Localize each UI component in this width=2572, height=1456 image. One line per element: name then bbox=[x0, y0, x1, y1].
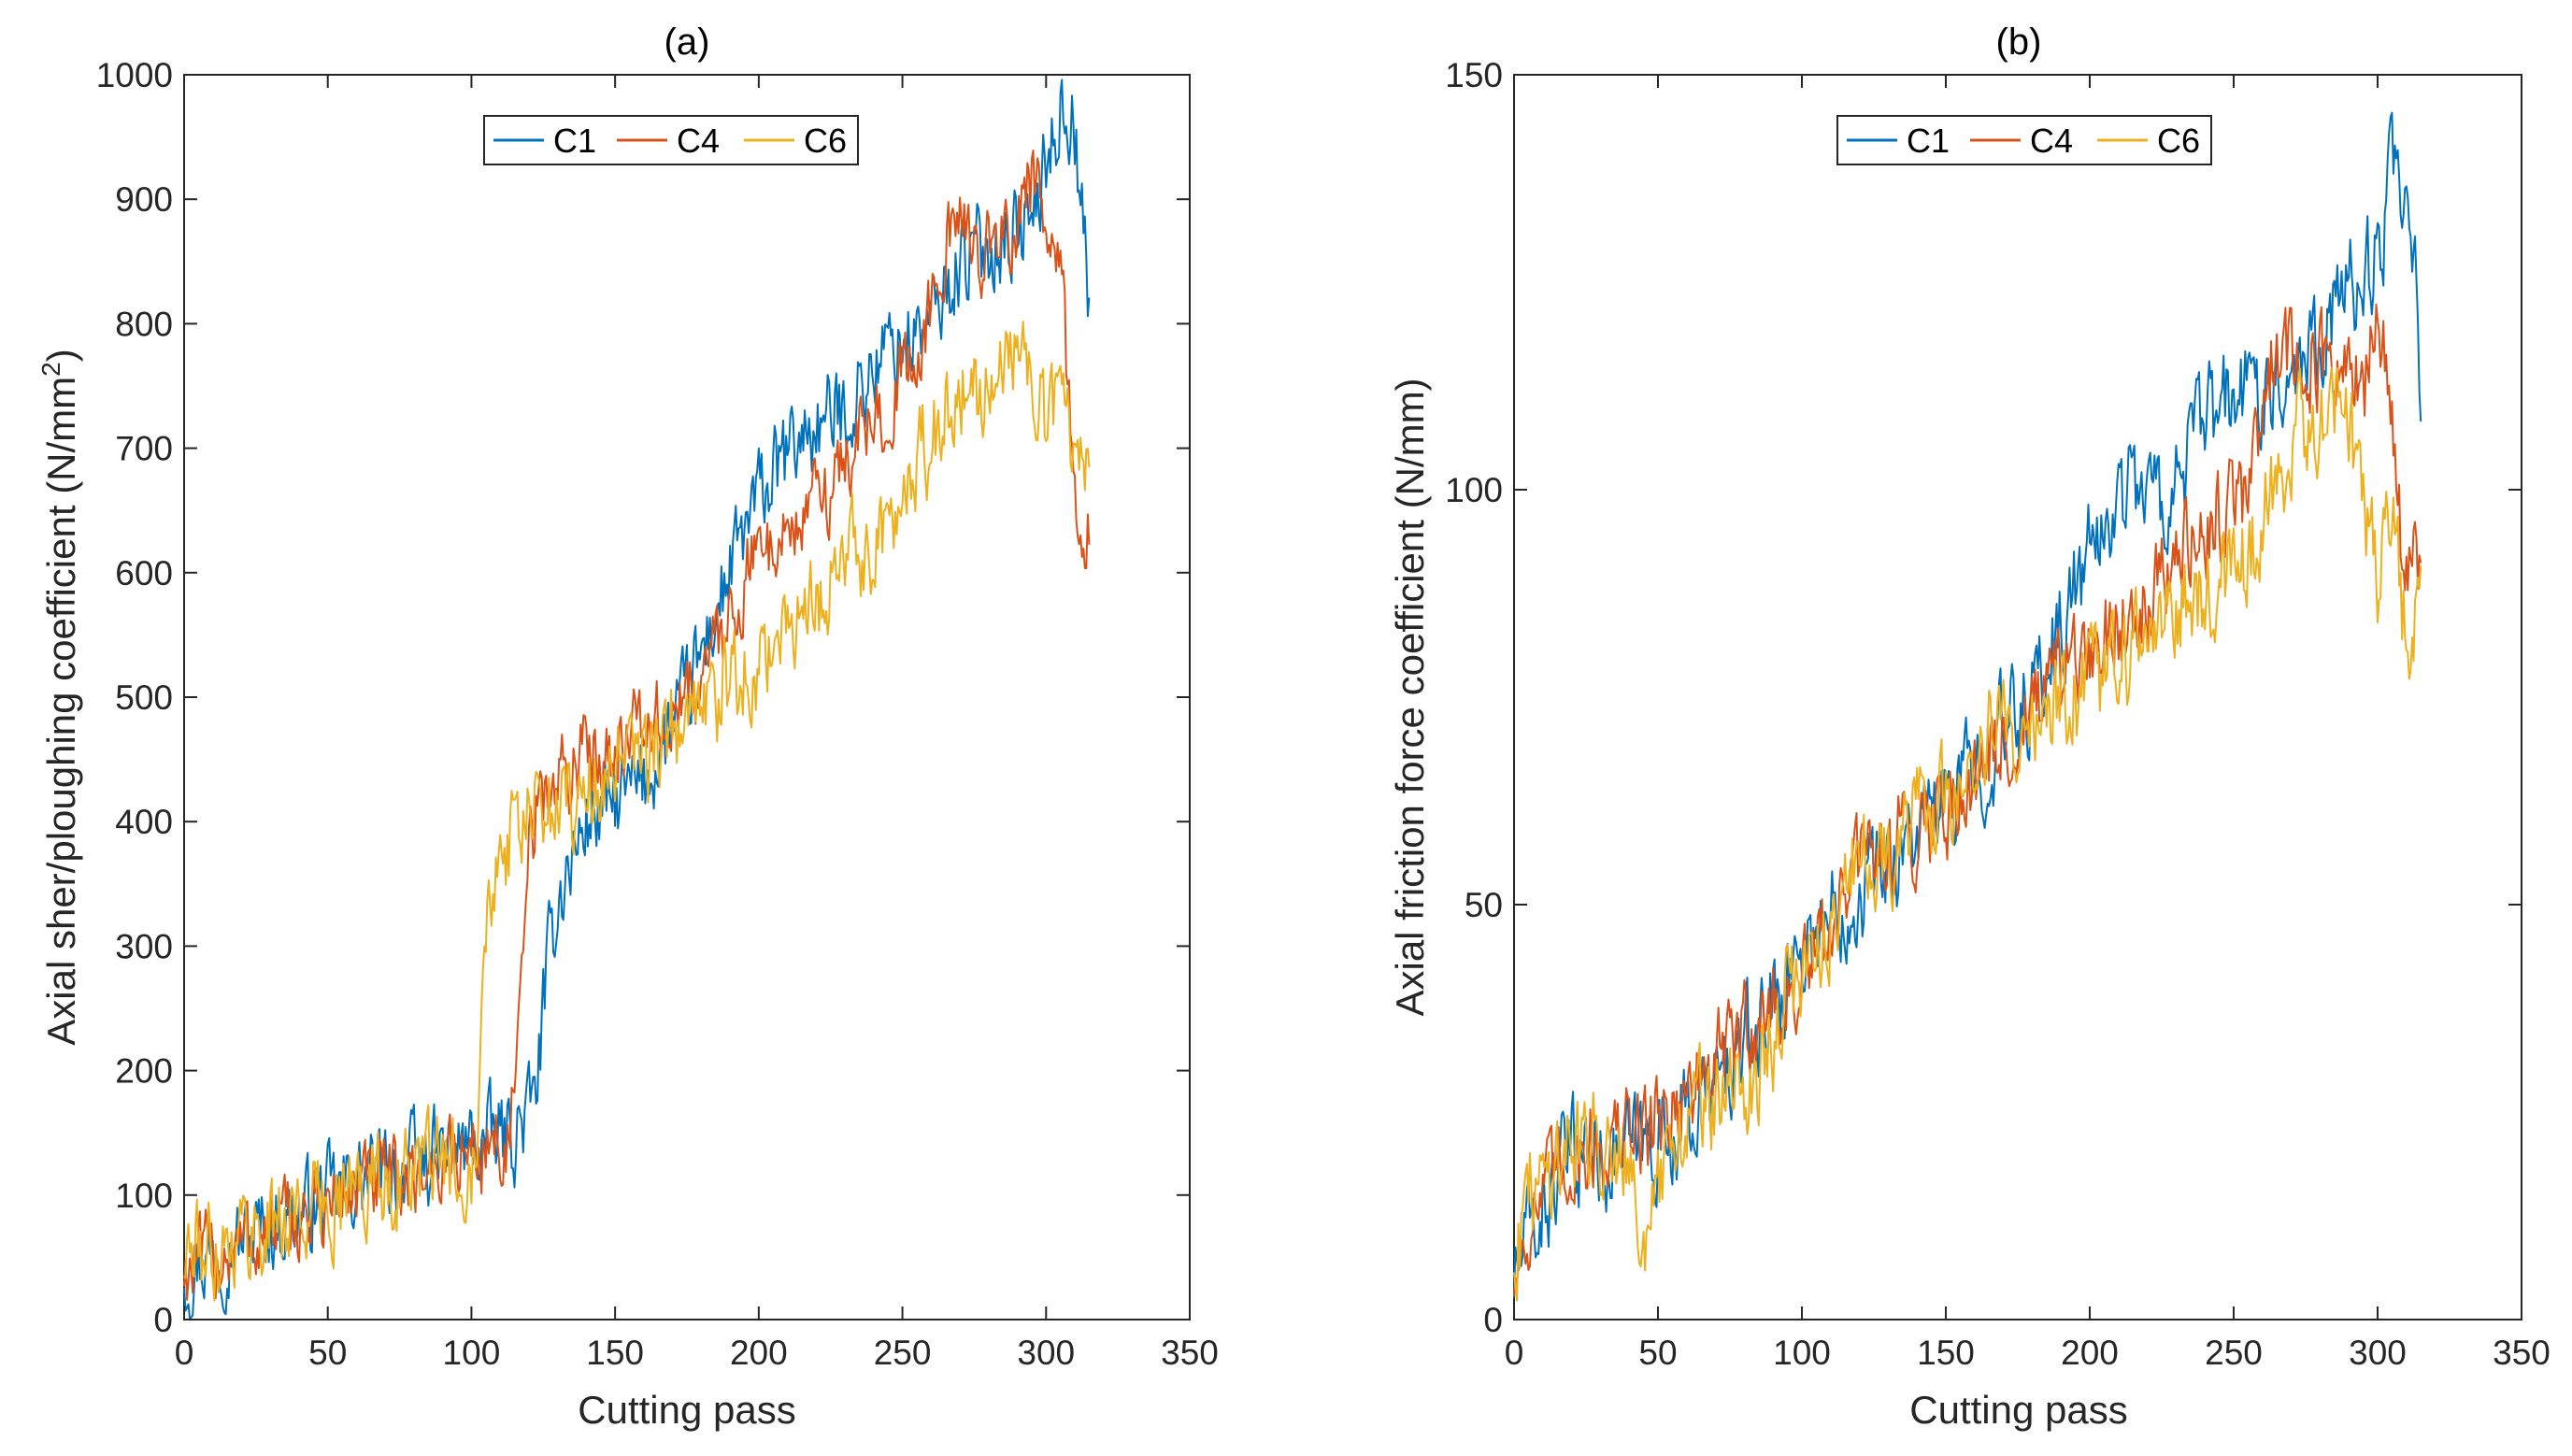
x-tick-label: 150 bbox=[1917, 1334, 1975, 1372]
legend-label-c1: C1 bbox=[1907, 121, 1950, 160]
x-tick-label: 100 bbox=[443, 1334, 501, 1372]
y-tick-label: 500 bbox=[115, 678, 173, 717]
x-tick-label: 250 bbox=[874, 1334, 932, 1372]
x-axis-label: Cutting pass bbox=[578, 1388, 795, 1432]
y-tick-label: 1000 bbox=[96, 56, 173, 94]
y-tick-label: 200 bbox=[115, 1052, 173, 1091]
series-line-c6 bbox=[1513, 366, 2422, 1302]
y-axis-label-main: Axial sher/ploughing coefficient (N/mm bbox=[39, 377, 83, 1046]
legend-label-c1: C1 bbox=[553, 121, 596, 160]
chart-panel-b: (b) 0 50 100 150 200 250 300 350 0 50 100 150 Cutti… bbox=[1388, 21, 2551, 1432]
x-tick-label: 350 bbox=[2493, 1334, 2551, 1372]
series-layer bbox=[1513, 111, 2422, 1302]
y-axis-label: Axial friction force coefficient (N/mm) bbox=[1388, 378, 1432, 1016]
y-tick-label: 50 bbox=[1465, 886, 1503, 924]
x-tick-label: 0 bbox=[175, 1334, 194, 1372]
x-tick-label: 300 bbox=[1017, 1334, 1075, 1372]
y-tick-label: 400 bbox=[115, 803, 173, 841]
legend: C1 C4 C6 bbox=[483, 115, 859, 165]
x-tick-label: 50 bbox=[308, 1334, 347, 1372]
y-tick-label: 0 bbox=[1483, 1301, 1503, 1339]
x-tick-label: 300 bbox=[2349, 1334, 2407, 1372]
series-line-c4 bbox=[1513, 303, 2422, 1296]
series-line-c6 bbox=[183, 321, 1091, 1302]
series-layer bbox=[183, 79, 1091, 1320]
legend-label-c6: C6 bbox=[2157, 121, 2200, 160]
y-tick-label: 900 bbox=[115, 180, 173, 219]
chart-title: (b) bbox=[1996, 21, 2042, 63]
y-tick-label: 100 bbox=[1445, 471, 1503, 509]
legend-box bbox=[483, 115, 859, 165]
y-axis-label: Axial sher/ploughing coefficient (N/mm2) bbox=[36, 349, 83, 1045]
tick-layer: 0 50 100 150 200 250 300 350 0 50 100 150 bbox=[1445, 56, 2551, 1372]
x-tick-label: 100 bbox=[1773, 1334, 1831, 1372]
chart-panel-a: (a) 0 50 100 150 200 250 300 350 0 100 200 300 400 50… bbox=[36, 21, 1219, 1432]
x-tick-label: 150 bbox=[586, 1334, 644, 1372]
x-axis-label: Cutting pass bbox=[1909, 1388, 2127, 1432]
y-tick-label: 100 bbox=[115, 1177, 173, 1215]
legend: C1 C4 C6 bbox=[1836, 115, 2212, 165]
legend-box bbox=[1836, 115, 2212, 165]
x-tick-label: 200 bbox=[2061, 1334, 2119, 1372]
y-tick-label: 600 bbox=[115, 554, 173, 592]
y-tick-label: 0 bbox=[153, 1301, 173, 1339]
y-axis-label-superscript: 2 bbox=[36, 362, 65, 377]
x-tick-label: 0 bbox=[1505, 1334, 1524, 1372]
y-tick-label: 700 bbox=[115, 430, 173, 468]
chart-title: (a) bbox=[664, 21, 710, 63]
y-tick-label: 150 bbox=[1445, 56, 1503, 94]
x-tick-label: 50 bbox=[1638, 1334, 1677, 1372]
x-tick-label: 250 bbox=[2205, 1334, 2263, 1372]
x-tick-label: 200 bbox=[730, 1334, 788, 1372]
legend-label-c6: C6 bbox=[804, 121, 847, 160]
tick-layer: 0 50 100 150 200 250 300 350 0 100 200 300 400 500 600… bbox=[96, 56, 1219, 1372]
legend-label-c4: C4 bbox=[2030, 121, 2073, 160]
y-tick-label: 800 bbox=[115, 305, 173, 343]
y-axis-label-end: ) bbox=[39, 349, 83, 362]
y-tick-label: 300 bbox=[115, 927, 173, 965]
legend-label-c4: C4 bbox=[677, 121, 720, 160]
x-tick-label: 350 bbox=[1161, 1334, 1219, 1372]
